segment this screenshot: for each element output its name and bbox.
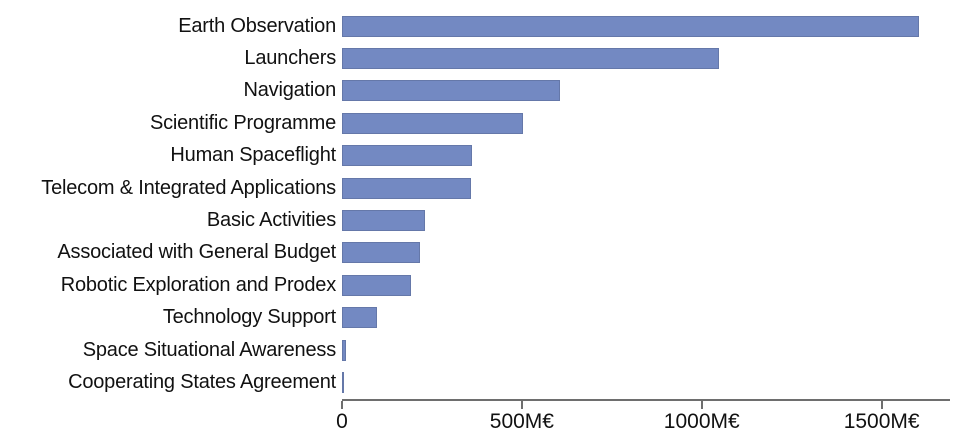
bar <box>342 112 523 134</box>
category-label: Earth Observation <box>178 14 336 37</box>
category-label: Space Situational Awareness <box>82 338 336 361</box>
bar-track <box>342 48 950 70</box>
bar <box>342 177 471 199</box>
x-axis-line <box>342 399 950 401</box>
bar-track <box>342 15 950 37</box>
bar-row: Cooperating States Agreement <box>0 366 960 398</box>
bar <box>342 210 426 232</box>
bar-row: Telecom & Integrated Applications <box>0 172 960 204</box>
bar-row: Basic Activities <box>0 204 960 236</box>
bar <box>342 339 346 361</box>
bar-row: Space Situational Awareness <box>0 334 960 366</box>
bar-track <box>342 177 950 199</box>
bar-row: Human Spaceflight <box>0 140 960 172</box>
x-axis-tick <box>520 401 523 409</box>
bar <box>342 371 344 393</box>
bar-row: Associated with General Budget <box>0 237 960 269</box>
bar <box>342 274 412 296</box>
bar-track <box>342 112 950 134</box>
bar-track <box>342 80 950 102</box>
bar <box>342 307 377 329</box>
bar-track <box>342 274 950 296</box>
x-axis-tick-label: 1500M€ <box>843 410 920 433</box>
bar-track <box>342 339 950 361</box>
bar-row: Launchers <box>0 42 960 74</box>
bar-row: Technology Support <box>0 302 960 334</box>
category-label: Scientific Programme <box>149 111 336 134</box>
bar-row: Navigation <box>0 75 960 107</box>
bar-track <box>342 145 950 167</box>
category-label: Navigation <box>243 79 336 102</box>
bar-row: Scientific Programme <box>0 107 960 139</box>
category-label: Robotic Exploration and Prodex <box>60 273 336 296</box>
bar-track <box>342 210 950 232</box>
category-label: Technology Support <box>162 306 336 329</box>
x-axis: 0 500M€ 1000M€ 1500M€ <box>336 399 950 448</box>
x-axis-tick-label: 500M€ <box>489 410 554 433</box>
bar-track <box>342 371 950 393</box>
x-axis-tick <box>341 401 343 409</box>
category-label: Human Spaceflight <box>170 144 336 167</box>
bar <box>342 48 719 70</box>
category-label: Launchers <box>244 47 336 70</box>
bar-track <box>342 307 950 329</box>
category-label: Cooperating States Agreement <box>68 370 336 393</box>
bar-rows: Earth Observation Launchers Navigation Scie… <box>0 10 960 399</box>
category-label: Associated with General Budget <box>57 241 336 264</box>
bar-row: Earth Observation <box>0 10 960 42</box>
bar <box>342 242 421 264</box>
x-axis-tick-label: 1000M€ <box>663 410 740 433</box>
x-axis-tick-label: 0 <box>336 410 348 433</box>
bar <box>342 145 472 167</box>
bar-row: Robotic Exploration and Prodex <box>0 269 960 301</box>
bar <box>342 80 561 102</box>
bar <box>342 15 919 37</box>
category-label: Telecom & Integrated Applications <box>41 176 336 199</box>
category-label: Basic Activities <box>206 209 336 232</box>
x-axis-tick <box>700 401 703 409</box>
x-axis-tick <box>880 401 883 409</box>
bar-track <box>342 242 950 264</box>
